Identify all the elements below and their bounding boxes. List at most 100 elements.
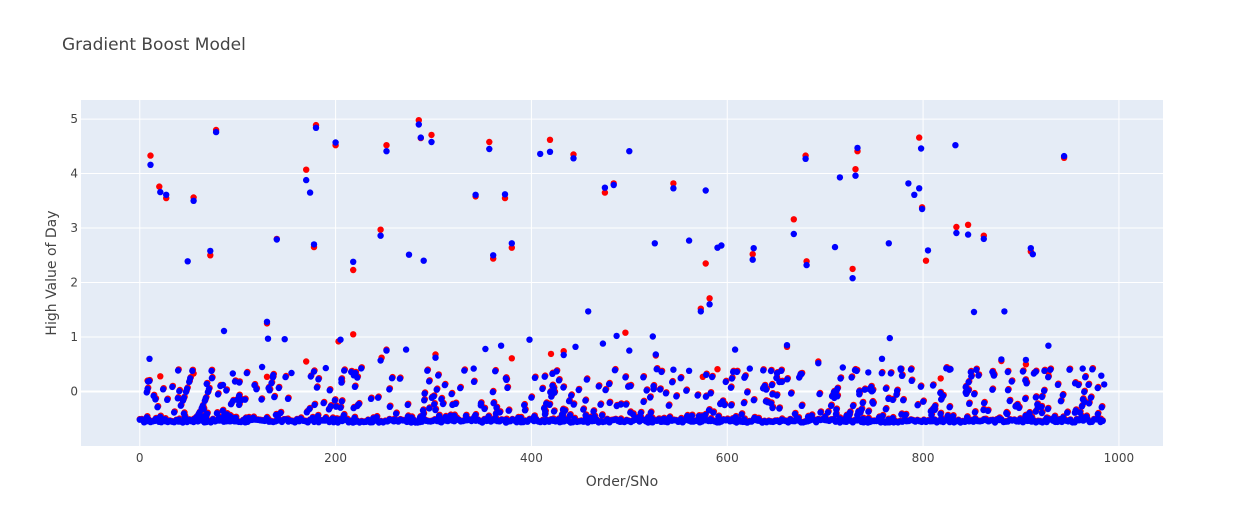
blue-point bbox=[250, 414, 257, 421]
blue-point bbox=[946, 404, 953, 411]
blue-point bbox=[778, 378, 786, 386]
blue-point bbox=[1079, 365, 1086, 372]
blue-point bbox=[470, 365, 477, 372]
blue-point bbox=[521, 407, 529, 414]
data-points bbox=[136, 117, 1108, 426]
blue-point bbox=[350, 258, 357, 265]
blue-point bbox=[706, 301, 713, 308]
blue-point bbox=[952, 142, 959, 149]
blue-point bbox=[670, 185, 677, 192]
blue-point bbox=[907, 366, 915, 373]
blue-point bbox=[415, 121, 422, 128]
blue-point bbox=[1083, 413, 1090, 420]
blue-point bbox=[1089, 366, 1096, 373]
blue-point bbox=[303, 176, 310, 184]
blue-point bbox=[333, 416, 340, 423]
blue-point bbox=[1082, 374, 1089, 381]
blue-point bbox=[343, 416, 350, 423]
blue-point bbox=[849, 275, 856, 282]
blue-point bbox=[626, 347, 633, 354]
blue-point bbox=[421, 390, 428, 397]
blue-point bbox=[787, 390, 795, 397]
blue-point bbox=[482, 345, 489, 353]
blue-point bbox=[425, 378, 433, 385]
blue-point bbox=[973, 366, 980, 373]
blue-point bbox=[1064, 409, 1071, 416]
blue-point bbox=[271, 393, 278, 401]
blue-point bbox=[590, 408, 597, 415]
x-tick-label: 200 bbox=[324, 451, 347, 465]
blue-point bbox=[572, 343, 579, 350]
blue-point bbox=[565, 398, 573, 405]
blue-point bbox=[546, 401, 553, 408]
blue-point bbox=[917, 383, 924, 390]
blue-point bbox=[439, 400, 447, 408]
blue-point bbox=[1029, 251, 1037, 258]
blue-point bbox=[980, 235, 987, 243]
blue-point bbox=[768, 381, 776, 389]
blue-point bbox=[1030, 370, 1038, 377]
blue-point bbox=[338, 376, 345, 383]
blue-point bbox=[683, 412, 691, 420]
blue-point bbox=[570, 155, 577, 162]
blue-point bbox=[816, 390, 823, 398]
blue-point bbox=[583, 376, 590, 383]
blue-point bbox=[189, 367, 196, 375]
red-point bbox=[1022, 361, 1030, 368]
blue-point bbox=[821, 413, 829, 421]
blue-point bbox=[875, 414, 883, 421]
blue-point bbox=[560, 384, 567, 391]
blue-point bbox=[707, 416, 714, 423]
blue-point bbox=[916, 185, 923, 192]
blue-point bbox=[477, 400, 485, 407]
blue-point bbox=[937, 410, 944, 418]
blue-point bbox=[505, 407, 512, 414]
blue-point bbox=[337, 404, 344, 411]
blue-point bbox=[470, 414, 478, 421]
blue-point bbox=[650, 383, 657, 390]
blue-point bbox=[778, 416, 785, 423]
blue-point bbox=[537, 150, 544, 158]
blue-point bbox=[1087, 394, 1095, 401]
blue-point bbox=[924, 247, 932, 254]
blue-point bbox=[331, 397, 338, 404]
red-point bbox=[263, 373, 271, 380]
blue-point bbox=[386, 403, 393, 410]
blue-point bbox=[1044, 405, 1052, 413]
blue-point bbox=[966, 400, 973, 407]
blue-point bbox=[601, 184, 609, 191]
blue-point bbox=[598, 412, 606, 419]
blue-point bbox=[421, 397, 428, 404]
blue-point bbox=[715, 413, 722, 420]
blue-point bbox=[1006, 397, 1013, 405]
blue-point bbox=[367, 395, 375, 402]
blue-point bbox=[1014, 401, 1021, 409]
blue-point bbox=[313, 384, 321, 391]
blue-point bbox=[164, 396, 171, 403]
blue-point bbox=[392, 410, 400, 417]
blue-point bbox=[797, 371, 804, 378]
blue-point bbox=[214, 391, 222, 398]
blue-point bbox=[707, 390, 714, 397]
blue-point bbox=[351, 414, 358, 422]
blue-point bbox=[887, 370, 894, 377]
blue-point bbox=[243, 369, 250, 377]
blue-point bbox=[582, 412, 589, 419]
blue-point bbox=[1022, 415, 1029, 422]
blue-point bbox=[169, 383, 176, 391]
blue-point bbox=[539, 385, 546, 393]
blue-point bbox=[1008, 378, 1015, 385]
blue-point bbox=[964, 231, 972, 238]
blue-point bbox=[885, 240, 892, 247]
blue-point bbox=[836, 174, 844, 181]
blue-point bbox=[553, 368, 560, 375]
red-point bbox=[303, 358, 310, 365]
blue-point bbox=[790, 230, 797, 238]
blue-point bbox=[882, 385, 890, 392]
blue-point bbox=[207, 247, 214, 255]
blue-point bbox=[568, 392, 575, 399]
red-point bbox=[428, 131, 435, 139]
red-point bbox=[546, 136, 554, 143]
blue-point bbox=[702, 371, 710, 378]
blue-point bbox=[183, 385, 191, 392]
